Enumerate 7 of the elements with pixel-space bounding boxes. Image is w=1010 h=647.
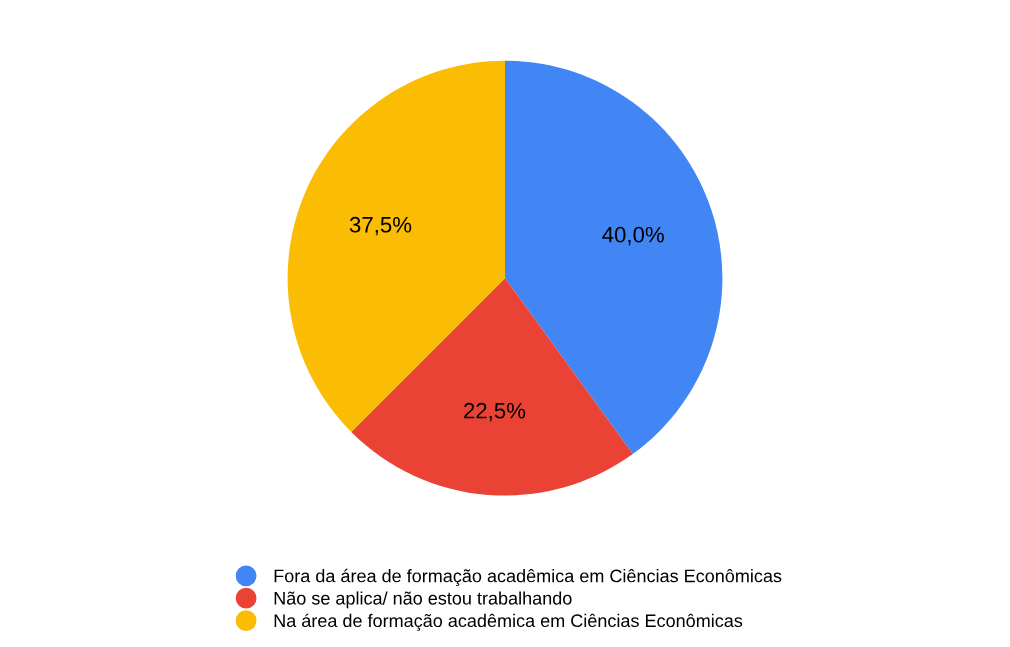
- legend-label: Na área de formação acadêmica em Ciências Econômicas: [274, 613, 743, 631]
- data-label: 40,0%: [602, 226, 664, 246]
- legend-label: Fora da área de formação acadêmica em Ciências Econômicas: [274, 568, 782, 586]
- pie-slice: [351, 278, 633, 496]
- legend-label: Não se aplica/ não estou trabalhando: [274, 591, 572, 609]
- data-label: 22,5%: [464, 402, 526, 422]
- data-label: 37,5%: [349, 216, 412, 236]
